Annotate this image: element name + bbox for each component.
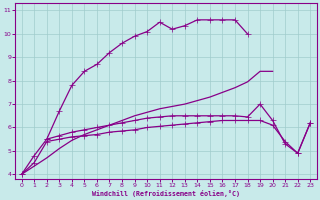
X-axis label: Windchill (Refroidissement éolien,°C): Windchill (Refroidissement éolien,°C) (92, 190, 240, 197)
